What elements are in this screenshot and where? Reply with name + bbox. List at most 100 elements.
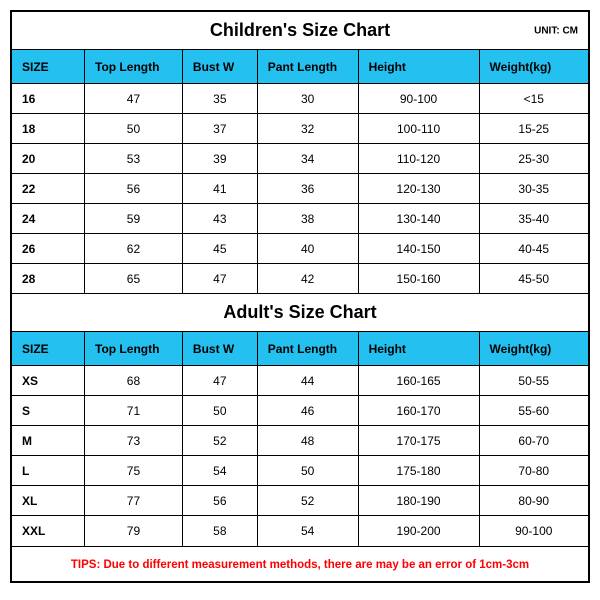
table-row: 22 56 41 36 120-130 30-35 — [12, 174, 588, 204]
children-header-row: SIZE Top Length Bust W Pant Length Heigh… — [12, 50, 588, 84]
size-chart-container: Children's Size Chart UNIT: CM SIZE Top … — [10, 10, 590, 583]
cell: 140-150 — [358, 234, 479, 264]
cell: 90-100 — [479, 516, 588, 546]
cell: XS — [12, 366, 84, 396]
table-row: 26 62 45 40 140-150 40-45 — [12, 234, 588, 264]
table-row: L 75 54 50 175-180 70-80 — [12, 456, 588, 486]
cell: 52 — [257, 486, 358, 516]
table-row: 28 65 47 42 150-160 45-50 — [12, 264, 588, 294]
cell: 160-170 — [358, 396, 479, 426]
cell: 28 — [12, 264, 84, 294]
cell: 41 — [182, 174, 257, 204]
cell: 37 — [182, 114, 257, 144]
cell: 58 — [182, 516, 257, 546]
cell: <15 — [479, 84, 588, 114]
cell: 50-55 — [479, 366, 588, 396]
cell: 68 — [84, 366, 182, 396]
cell: 150-160 — [358, 264, 479, 294]
cell: 45-50 — [479, 264, 588, 294]
cell: 50 — [84, 114, 182, 144]
children-title-row: Children's Size Chart UNIT: CM — [12, 12, 588, 50]
cell: 60-70 — [479, 426, 588, 456]
col-header-weight: Weight(kg) — [479, 332, 588, 366]
cell: 50 — [182, 396, 257, 426]
cell: M — [12, 426, 84, 456]
cell: 50 — [257, 456, 358, 486]
cell: 56 — [84, 174, 182, 204]
adult-title-row: Adult's Size Chart — [12, 294, 588, 332]
cell: 42 — [257, 264, 358, 294]
cell: 71 — [84, 396, 182, 426]
table-row: XL 77 56 52 180-190 80-90 — [12, 486, 588, 516]
tips-row: TIPS: Due to different measurement metho… — [12, 546, 588, 581]
cell: 48 — [257, 426, 358, 456]
cell: 80-90 — [479, 486, 588, 516]
col-header-bustw: Bust W — [182, 50, 257, 84]
unit-label: UNIT: CM — [534, 25, 578, 36]
cell: 160-165 — [358, 366, 479, 396]
cell: 22 — [12, 174, 84, 204]
cell: 47 — [84, 84, 182, 114]
cell: 77 — [84, 486, 182, 516]
cell: 70-80 — [479, 456, 588, 486]
col-header-toplength: Top Length — [84, 332, 182, 366]
children-title: Children's Size Chart — [210, 20, 390, 40]
cell: 18 — [12, 114, 84, 144]
cell: 56 — [182, 486, 257, 516]
cell: 30 — [257, 84, 358, 114]
adult-title: Adult's Size Chart — [223, 302, 376, 322]
col-header-height: Height — [358, 50, 479, 84]
col-header-size: SIZE — [12, 332, 84, 366]
cell: 20 — [12, 144, 84, 174]
tips-text: TIPS: Due to different measurement metho… — [71, 559, 529, 571]
cell: 52 — [182, 426, 257, 456]
cell: 54 — [257, 516, 358, 546]
col-header-weight: Weight(kg) — [479, 50, 588, 84]
cell: 38 — [257, 204, 358, 234]
col-header-bustw: Bust W — [182, 332, 257, 366]
table-row: XXL 79 58 54 190-200 90-100 — [12, 516, 588, 546]
table-row: M 73 52 48 170-175 60-70 — [12, 426, 588, 456]
cell: 59 — [84, 204, 182, 234]
adult-header-row: SIZE Top Length Bust W Pant Length Heigh… — [12, 332, 588, 366]
cell: 15-25 — [479, 114, 588, 144]
col-header-size: SIZE — [12, 50, 84, 84]
cell: 79 — [84, 516, 182, 546]
cell: 47 — [182, 264, 257, 294]
cell: 130-140 — [358, 204, 479, 234]
cell: 39 — [182, 144, 257, 174]
cell: 170-175 — [358, 426, 479, 456]
cell: 26 — [12, 234, 84, 264]
table-row: S 71 50 46 160-170 55-60 — [12, 396, 588, 426]
cell: 47 — [182, 366, 257, 396]
col-header-toplength: Top Length — [84, 50, 182, 84]
cell: 54 — [182, 456, 257, 486]
cell: 36 — [257, 174, 358, 204]
cell: 120-130 — [358, 174, 479, 204]
cell: 190-200 — [358, 516, 479, 546]
cell: 16 — [12, 84, 84, 114]
col-header-pantlength: Pant Length — [257, 50, 358, 84]
cell: 45 — [182, 234, 257, 264]
cell: 110-120 — [358, 144, 479, 174]
cell: 34 — [257, 144, 358, 174]
col-header-pantlength: Pant Length — [257, 332, 358, 366]
col-header-height: Height — [358, 332, 479, 366]
cell: 180-190 — [358, 486, 479, 516]
table-row: 16 47 35 30 90-100 <15 — [12, 84, 588, 114]
table-row: 18 50 37 32 100-110 15-25 — [12, 114, 588, 144]
cell: 30-35 — [479, 174, 588, 204]
cell: 35 — [182, 84, 257, 114]
cell: 44 — [257, 366, 358, 396]
cell: L — [12, 456, 84, 486]
cell: 55-60 — [479, 396, 588, 426]
cell: 100-110 — [358, 114, 479, 144]
cell: 73 — [84, 426, 182, 456]
table-row: 24 59 43 38 130-140 35-40 — [12, 204, 588, 234]
cell: 175-180 — [358, 456, 479, 486]
cell: XL — [12, 486, 84, 516]
cell: 40-45 — [479, 234, 588, 264]
cell: 53 — [84, 144, 182, 174]
cell: 46 — [257, 396, 358, 426]
cell: 24 — [12, 204, 84, 234]
